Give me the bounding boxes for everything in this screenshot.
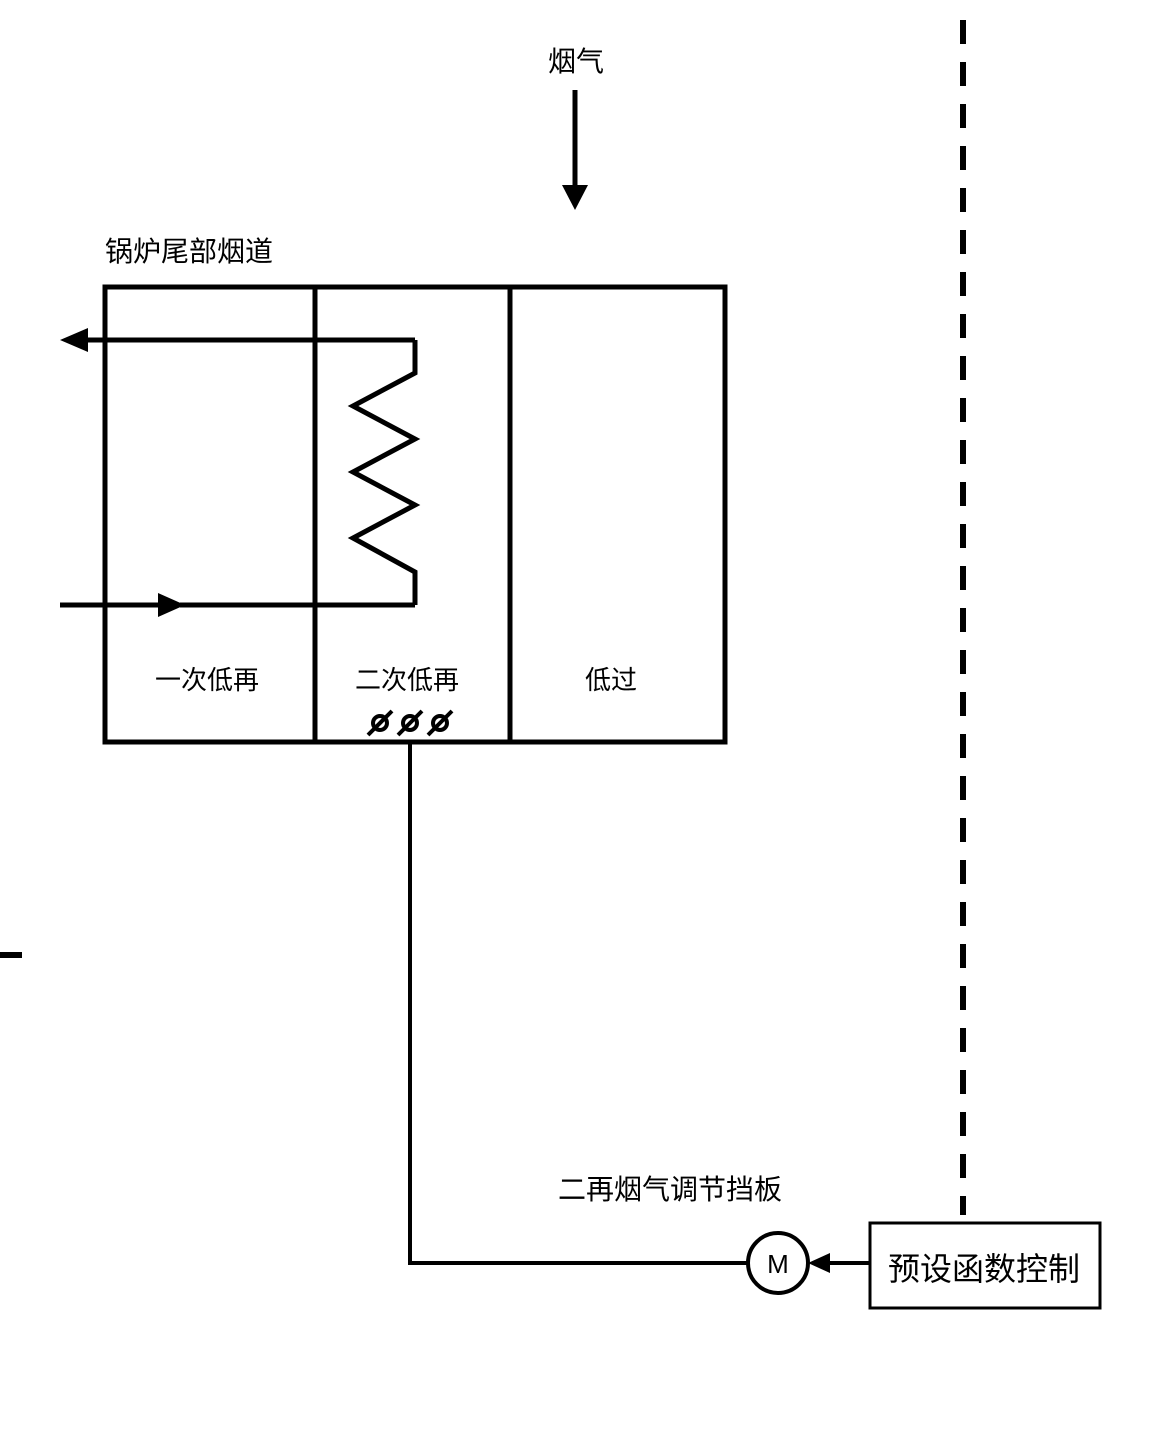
damper-group (368, 711, 452, 735)
flue-gas-label: 烟气 (548, 40, 604, 80)
flue-gas-arrow (562, 90, 588, 210)
low-superheat-label: 低过 (585, 660, 637, 697)
diagram-container: M 烟气 锅炉尾部烟道 一次低再 二次低再 低过 二再烟气调节挡板 预设函数控制 (0, 0, 1158, 1431)
heating-coil (353, 340, 415, 605)
damper-label: 二再烟气调节挡板 (558, 1168, 782, 1208)
secondary-low-reheat-label: 二次低再 (355, 660, 459, 697)
outlet-arrow (60, 328, 415, 352)
damper-2 (398, 711, 422, 735)
motor-label: M (767, 1249, 789, 1279)
boiler-tail-label: 锅炉尾部烟道 (105, 230, 273, 270)
damper-1 (368, 711, 392, 735)
diagram-svg: M (0, 0, 1158, 1431)
control-arrow (808, 1253, 870, 1273)
primary-low-reheat-label: 一次低再 (155, 660, 259, 697)
damper-3 (428, 711, 452, 735)
control-box-label: 预设函数控制 (888, 1244, 1080, 1290)
inlet-arrow (60, 593, 415, 617)
